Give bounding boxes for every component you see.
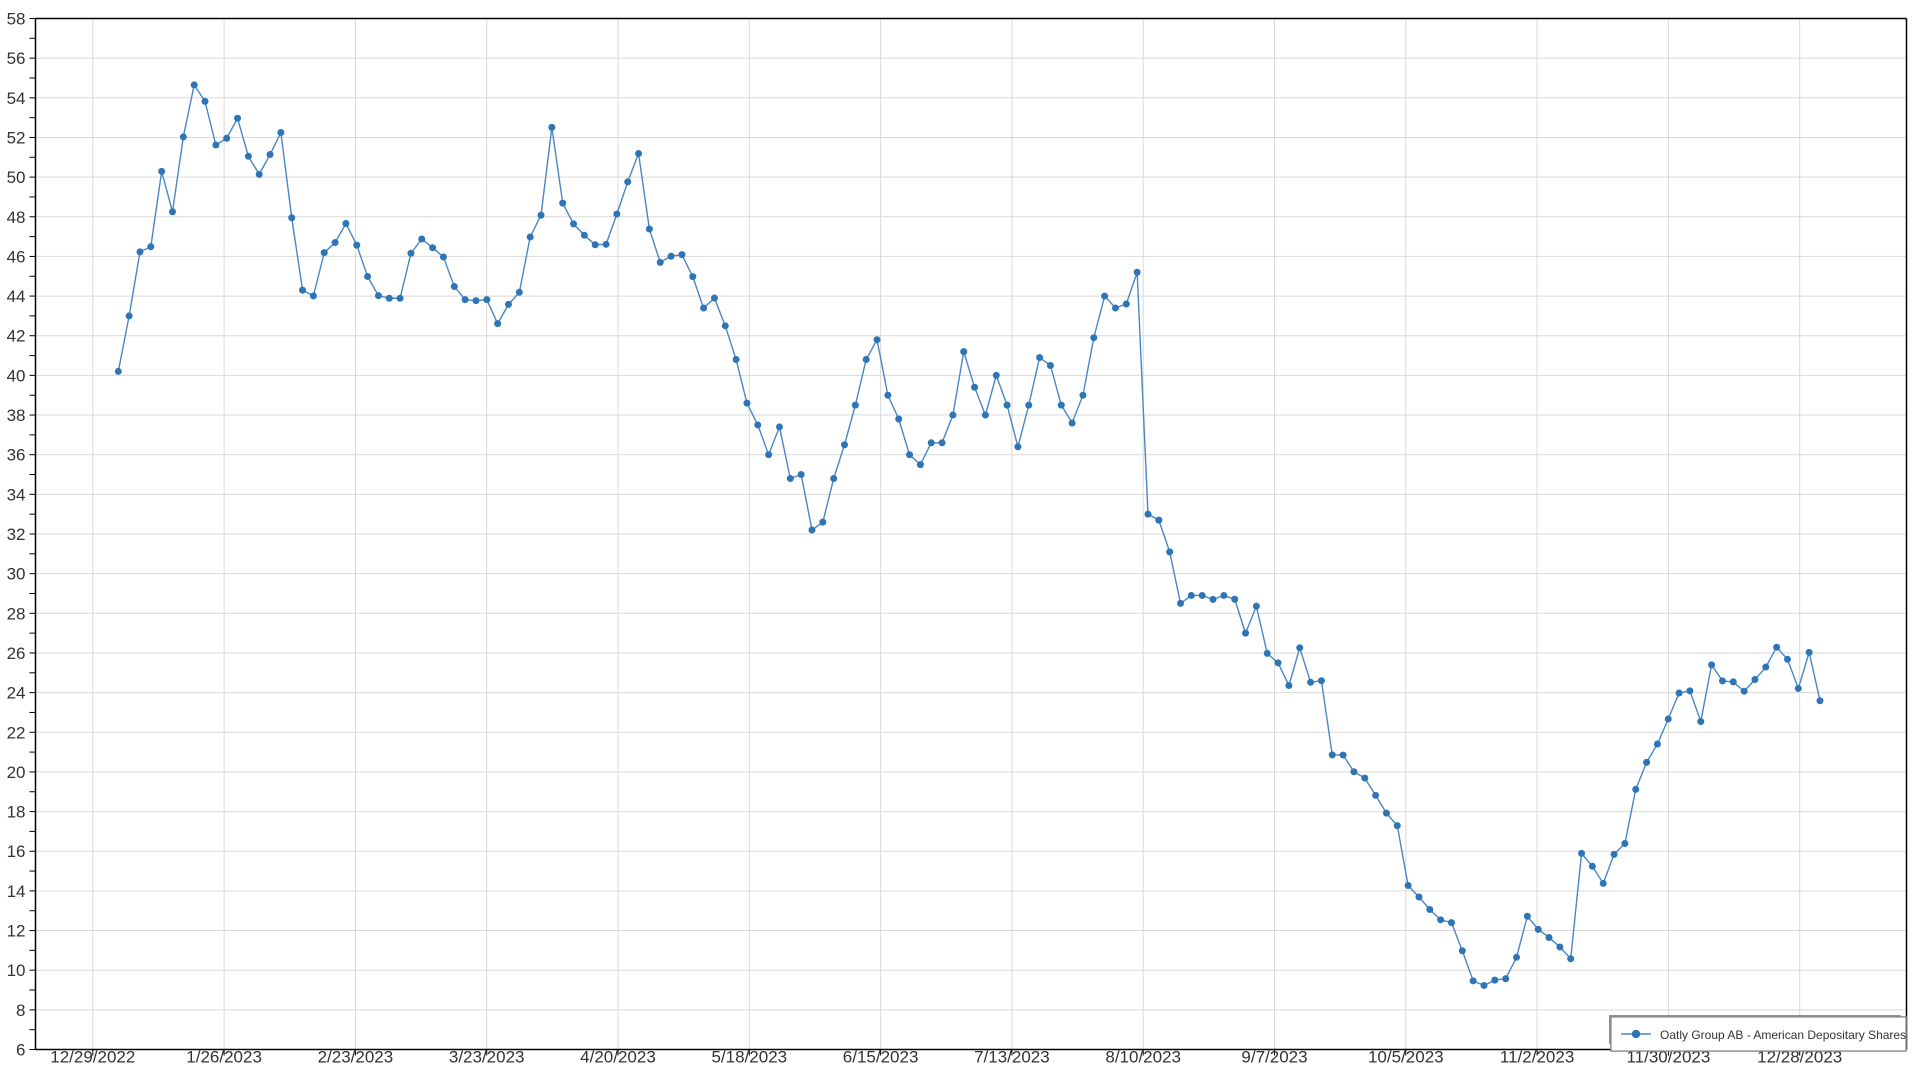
- svg-text:8: 8: [16, 1001, 25, 1020]
- svg-text:48: 48: [7, 208, 26, 227]
- svg-text:5/18/2023: 5/18/2023: [711, 1048, 787, 1067]
- svg-text:22: 22: [7, 723, 26, 742]
- svg-text:50: 50: [7, 168, 26, 187]
- svg-text:10: 10: [7, 961, 26, 980]
- svg-text:26: 26: [7, 644, 26, 663]
- svg-text:12/29/2022: 12/29/2022: [50, 1048, 135, 1067]
- svg-text:36: 36: [7, 446, 26, 465]
- svg-text:32: 32: [7, 525, 26, 544]
- svg-text:24: 24: [7, 684, 26, 703]
- svg-text:10/5/2023: 10/5/2023: [1368, 1048, 1444, 1067]
- svg-text:58: 58: [7, 10, 26, 29]
- svg-text:34: 34: [7, 485, 26, 504]
- svg-text:6: 6: [16, 1041, 25, 1060]
- svg-text:1/26/2023: 1/26/2023: [186, 1048, 262, 1067]
- svg-text:14: 14: [7, 882, 26, 901]
- svg-text:Oatly Group AB - American Depo: Oatly Group AB - American Depositary Sha…: [1660, 1028, 1906, 1042]
- svg-text:18: 18: [7, 803, 26, 822]
- svg-text:11/2/2023: 11/2/2023: [1500, 1048, 1574, 1067]
- svg-text:28: 28: [7, 604, 26, 623]
- svg-text:4/20/2023: 4/20/2023: [580, 1048, 656, 1067]
- svg-text:44: 44: [7, 287, 26, 306]
- svg-text:54: 54: [7, 89, 26, 108]
- svg-text:2/23/2023: 2/23/2023: [318, 1048, 394, 1067]
- svg-text:6/15/2023: 6/15/2023: [843, 1048, 919, 1067]
- svg-text:56: 56: [7, 49, 26, 68]
- svg-text:12: 12: [7, 922, 26, 941]
- svg-text:52: 52: [7, 128, 26, 147]
- svg-text:3/23/2023: 3/23/2023: [449, 1048, 525, 1067]
- svg-text:9/7/2023: 9/7/2023: [1241, 1048, 1307, 1067]
- svg-text:8/10/2023: 8/10/2023: [1105, 1048, 1181, 1067]
- svg-text:42: 42: [7, 327, 26, 346]
- svg-text:40: 40: [7, 366, 26, 385]
- svg-text:30: 30: [7, 565, 26, 584]
- svg-text:38: 38: [7, 406, 26, 425]
- svg-text:16: 16: [7, 842, 26, 861]
- svg-text:7/13/2023: 7/13/2023: [974, 1048, 1050, 1067]
- svg-text:46: 46: [7, 247, 26, 266]
- svg-text:20: 20: [7, 763, 26, 782]
